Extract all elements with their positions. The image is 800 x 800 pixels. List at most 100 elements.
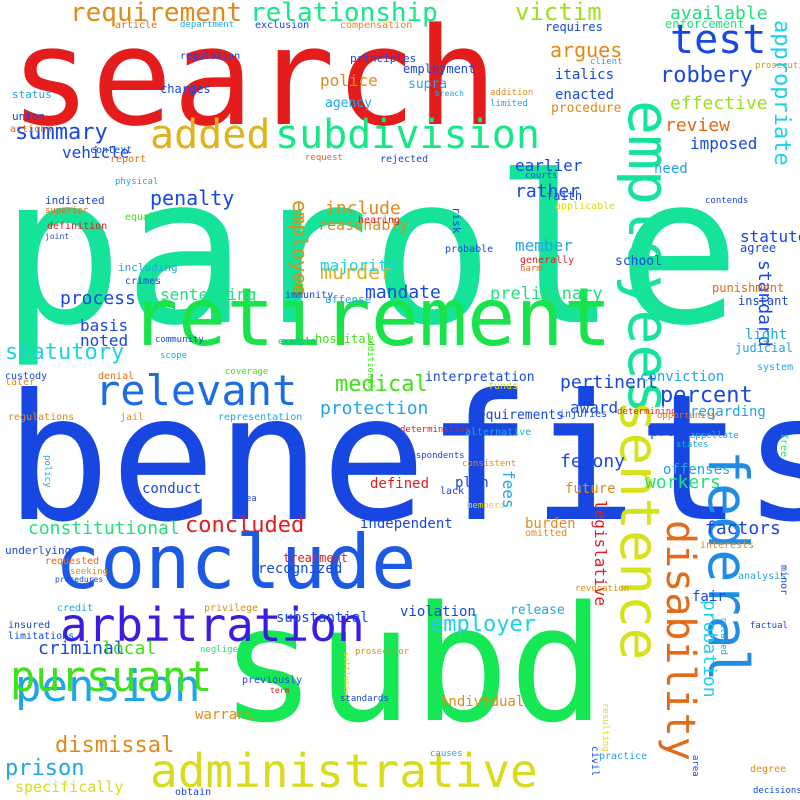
cloud-word: reasonably <box>318 216 409 234</box>
cloud-word: instant <box>738 294 789 308</box>
cloud-word: related <box>718 617 728 655</box>
cloud-word: determination <box>400 425 471 435</box>
cloud-word: procedure <box>551 101 622 116</box>
cloud-word: principles <box>350 52 417 65</box>
cloud-word: administrative <box>150 744 538 798</box>
cloud-word: determining <box>617 407 677 417</box>
cloud-word: defined <box>370 476 430 492</box>
cloud-word: crimes <box>125 276 162 287</box>
cloud-word: exclusion <box>255 20 310 31</box>
cloud-word: constitutional <box>28 518 180 539</box>
cloud-word: funds <box>488 381 519 392</box>
cloud-word: risk <box>450 207 463 234</box>
cloud-word: argues <box>550 38 623 62</box>
cloud-word: addition <box>490 88 534 98</box>
cloud-word: alternative <box>465 427 532 438</box>
cloud-word: offenses <box>663 462 731 478</box>
cloud-word: prison <box>5 756 85 781</box>
cloud-word: opportunity <box>657 411 717 421</box>
cloud-word: charges <box>160 82 211 96</box>
cloud-word: parole <box>0 133 741 371</box>
cloud-word: test <box>670 17 767 63</box>
cloud-word: police <box>320 71 378 90</box>
cloud-word: future <box>565 481 616 497</box>
cloud-word: burden <box>525 516 576 532</box>
cloud-word: department <box>180 20 235 30</box>
cloud-word: recognized <box>258 561 343 577</box>
cloud-word: enacted <box>555 87 615 103</box>
cloud-word: rather <box>515 181 581 202</box>
cloud-word: vehicle <box>62 143 130 162</box>
cloud-word: punishment <box>712 281 785 295</box>
cloud-word: status <box>12 88 52 101</box>
cloud-word: supra <box>408 77 448 92</box>
cloud-word: judicial <box>735 341 793 355</box>
cloud-word: equal <box>125 212 156 223</box>
cloud-word: conviction <box>640 369 725 385</box>
cloud-word: regulation <box>180 51 241 62</box>
cloud-word: system <box>757 362 794 373</box>
cloud-word: appellate <box>690 431 739 441</box>
cloud-word: provide <box>650 424 710 440</box>
cloud-word: sentencing <box>160 285 257 304</box>
cloud-word: prosecutor <box>355 647 410 657</box>
cloud-word: limitations <box>8 631 75 642</box>
cloud-word: search <box>10 0 498 156</box>
cloud-word: concluded <box>185 513 305 538</box>
cloud-word: pursuant <box>10 652 213 701</box>
cloud-word: member <box>515 236 573 255</box>
cloud-word: requirements <box>470 408 564 423</box>
cloud-word: majority <box>320 256 398 275</box>
cloud-word: indicated <box>45 194 105 207</box>
cloud-word: process <box>60 288 136 309</box>
cloud-word: retirement <box>130 271 612 364</box>
cloud-word: felony <box>560 451 626 472</box>
cloud-word: murder <box>320 260 393 284</box>
cloud-word: representation <box>218 412 303 423</box>
cloud-word: added <box>150 112 271 158</box>
cloud-word: seeking <box>70 567 108 577</box>
cloud-word: interpretation <box>425 370 535 385</box>
cloud-word: including <box>118 261 178 274</box>
cloud-word: mandate <box>365 282 441 303</box>
cloud-word: example <box>278 337 316 347</box>
cloud-word: contends <box>705 196 749 206</box>
cloud-word: earlier <box>515 156 583 175</box>
cloud-word: agency <box>325 96 372 111</box>
cloud-word: actions <box>10 124 53 135</box>
cloud-word: subdivision <box>275 112 540 158</box>
cloud-word: italics <box>555 67 615 83</box>
cloud-word: summary <box>15 120 108 145</box>
cloud-word: harm <box>520 264 542 274</box>
cloud-word: subd <box>220 571 606 758</box>
cloud-word: degree <box>750 764 787 775</box>
cloud-word: decisions <box>753 786 800 796</box>
cloud-word: definition <box>47 221 108 232</box>
cloud-word: request <box>305 153 343 163</box>
cloud-word: obtain <box>175 787 212 798</box>
cloud-word: employee <box>288 200 312 297</box>
cloud-word: breach <box>435 89 464 98</box>
cloud-word: term <box>270 686 290 695</box>
cloud-word: jail <box>120 412 145 423</box>
cloud-word: interests <box>700 540 755 551</box>
cloud-word: rejected <box>380 154 429 165</box>
cloud-word: relationship <box>250 0 438 28</box>
cloud-word: specifically <box>15 778 124 796</box>
cloud-word: policy <box>42 455 52 488</box>
cloud-word: light <box>745 327 788 343</box>
cloud-word: denial <box>98 371 135 382</box>
cloud-word: benefits <box>5 358 800 561</box>
cloud-word: agree <box>740 241 777 255</box>
cloud-word: requires <box>545 20 603 34</box>
cloud-word: factors <box>705 518 781 539</box>
cloud-word: courts <box>525 171 558 181</box>
cloud-word: scope <box>160 351 188 361</box>
cloud-word: civil <box>589 746 600 777</box>
cloud-word: joint <box>45 232 70 241</box>
cloud-word: states <box>676 440 709 450</box>
cloud-word: need <box>654 161 688 177</box>
cloud-word: revocation <box>575 584 630 594</box>
cloud-word: dismissal <box>55 733 175 758</box>
cloud-word: appropriate <box>769 20 794 166</box>
